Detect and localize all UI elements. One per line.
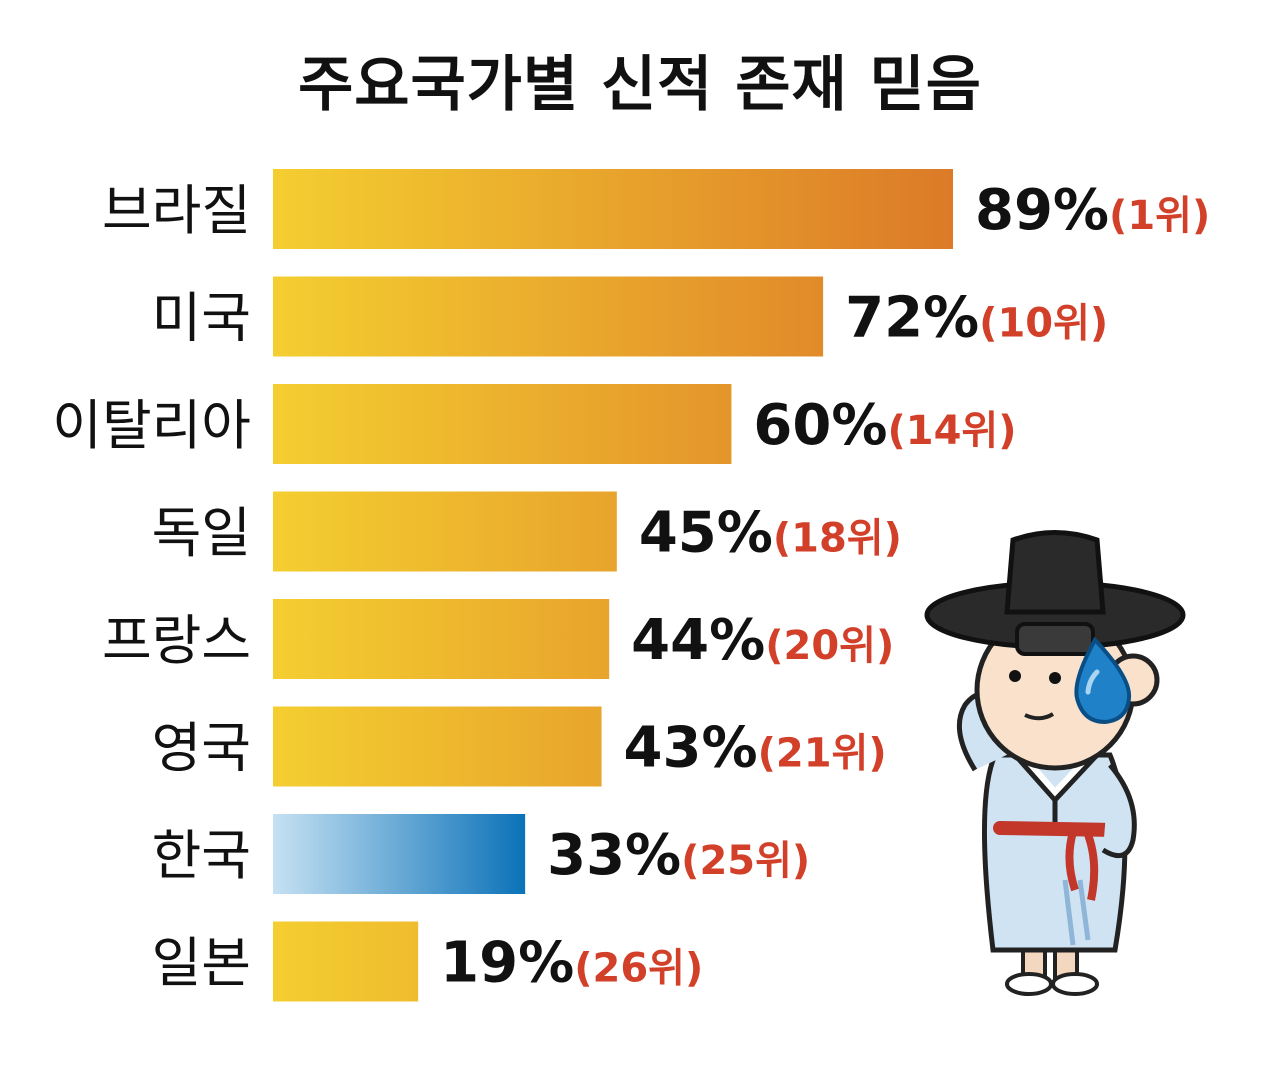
data-label: 60%(14위) — [753, 393, 1016, 458]
category-label: 한국 — [152, 824, 251, 887]
category-label: 미국 — [152, 287, 251, 350]
rank-label: (26위) — [574, 946, 703, 992]
data-label: 19%(26위) — [440, 931, 703, 996]
chart-title: 주요국가별 신적 존재 믿음 — [298, 50, 982, 120]
rank-label: (20위) — [765, 623, 894, 669]
category-label: 일본 — [152, 932, 251, 995]
value-label: 60% — [753, 393, 887, 458]
data-label: 89%(1위) — [975, 178, 1210, 243]
seonbi-character-sweat-drop-icon — [924, 530, 1186, 996]
bar — [273, 921, 419, 1002]
bar — [273, 276, 824, 357]
value-label: 45% — [639, 501, 773, 566]
value-label: 33% — [547, 823, 681, 888]
data-label: 72%(10위) — [845, 286, 1108, 351]
rank-label: (14위) — [887, 408, 1016, 454]
bar — [273, 814, 526, 894]
value-label: 89% — [975, 178, 1109, 243]
rank-label: (1위) — [1109, 193, 1210, 239]
rank-label: (25위) — [681, 838, 810, 884]
data-label: 33%(25위) — [547, 823, 810, 888]
rank-label: (10위) — [979, 301, 1108, 347]
bar — [273, 384, 732, 464]
data-label: 44%(20위) — [631, 608, 894, 673]
bar — [273, 599, 610, 679]
value-label: 72% — [845, 286, 979, 351]
category-label: 프랑스 — [102, 609, 251, 672]
category-label: 영국 — [152, 717, 251, 780]
data-label: 45%(18위) — [639, 501, 902, 566]
value-label: 44% — [631, 608, 765, 673]
category-label: 브라질 — [102, 179, 251, 242]
value-label: 19% — [440, 931, 574, 996]
bar — [273, 706, 602, 787]
rank-label: (18위) — [773, 516, 902, 562]
category-label: 이탈리아 — [52, 394, 251, 457]
bar — [273, 491, 617, 572]
value-label: 43% — [624, 716, 758, 781]
category-label: 독일 — [152, 502, 251, 565]
rank-label: (21위) — [758, 731, 887, 777]
data-label: 43%(21위) — [624, 716, 887, 781]
bar — [273, 169, 953, 249]
